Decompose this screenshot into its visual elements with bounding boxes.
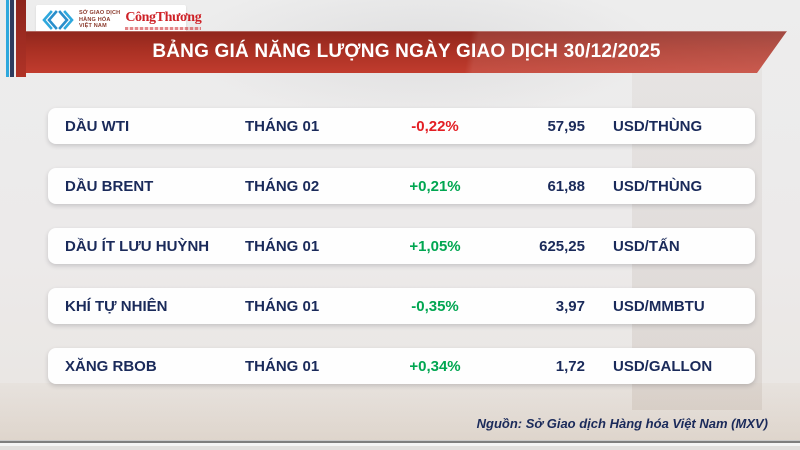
commodity-name: DẦU WTI bbox=[65, 117, 130, 135]
bottom-frame-strip bbox=[0, 446, 800, 450]
commodity-name: DẦU BRENT bbox=[65, 177, 154, 195]
price-value: 61,88 bbox=[547, 177, 585, 195]
table-row-dau-brent: DẦU BRENT THÁNG 02 +0,21% 61,88 USD/THÙN… bbox=[48, 168, 755, 204]
change-percent: -0,22% bbox=[411, 117, 459, 135]
contract-month: THÁNG 01 bbox=[245, 117, 320, 135]
mxv-logo-line: VIỆT NAM bbox=[79, 23, 107, 30]
price-table: DẦU WTI THÁNG 01 -0,22% 57,95 USD/THÙNG … bbox=[48, 108, 755, 408]
price-value: 3,97 bbox=[555, 297, 585, 315]
mxv-logo-line: HÀNG HÓA bbox=[79, 16, 111, 23]
source-attribution: Nguồn: Sở Giao dịch Hàng hóa Việt Nam (M… bbox=[476, 416, 768, 431]
price-unit: USD/THÙNG bbox=[613, 117, 703, 135]
price-unit: USD/THÙNG bbox=[613, 177, 703, 195]
change-percent: +0,21% bbox=[409, 177, 461, 195]
cong-thuong-tagline-bar bbox=[125, 27, 202, 30]
photo-watermark-bottom bbox=[0, 383, 800, 443]
table-row-xang-rbob: XĂNG RBOB THÁNG 01 +0,34% 1,72 USD/GALLO… bbox=[48, 348, 755, 384]
price-unit: USD/TẤN bbox=[613, 237, 680, 255]
commodity-name: KHÍ TỰ NHIÊN bbox=[65, 297, 168, 315]
cong-thuong-wordmark: CôngThương bbox=[125, 10, 202, 25]
contract-month: THÁNG 01 bbox=[245, 297, 320, 315]
mxv-chevron-logo-icon bbox=[42, 10, 74, 30]
commodity-name: XĂNG RBOB bbox=[65, 357, 157, 375]
table-row-dau-wti: DẦU WTI THÁNG 01 -0,22% 57,95 USD/THÙNG bbox=[48, 108, 755, 144]
change-percent: -0,35% bbox=[411, 297, 459, 315]
change-percent: +1,05% bbox=[409, 237, 461, 255]
title-banner: BẢNG GIÁ NĂNG LƯỢNG NGÀY GIAO DỊCH 30/12… bbox=[26, 31, 787, 73]
left-stripe-red bbox=[16, 0, 26, 77]
left-stripe-navy bbox=[10, 0, 14, 77]
change-percent: +0,34% bbox=[409, 357, 461, 375]
table-row-dau-it-luu-huynh: DẦU ÍT LƯU HUỲNH THÁNG 01 +1,05% 625,25 … bbox=[48, 228, 755, 264]
logo-plate: SỞ GIAO DỊCH HÀNG HÓA VIỆT NAM CôngThươn… bbox=[36, 5, 202, 35]
price-unit: USD/GALLON bbox=[613, 357, 713, 375]
page-title: BẢNG GIÁ NĂNG LƯỢNG NGÀY GIAO DỊCH 30/12… bbox=[152, 41, 661, 62]
commodity-name: DẦU ÍT LƯU HUỲNH bbox=[65, 237, 210, 255]
table-row-khi-tu-nhien: KHÍ TỰ NHIÊN THÁNG 01 -0,35% 3,97 USD/MM… bbox=[48, 288, 755, 324]
contract-month: THÁNG 02 bbox=[245, 177, 320, 195]
bottom-frame-line bbox=[0, 441, 800, 443]
price-unit: USD/MMBTU bbox=[613, 297, 705, 315]
mxv-logo-text: SỞ GIAO DỊCH HÀNG HÓA VIỆT NAM bbox=[79, 10, 120, 30]
price-value: 1,72 bbox=[555, 357, 585, 375]
cong-thuong-logo: CôngThương bbox=[125, 10, 202, 30]
left-stripe-cyan bbox=[6, 0, 9, 77]
contract-month: THÁNG 01 bbox=[245, 357, 320, 375]
mxv-logo-line: SỞ GIAO DỊCH bbox=[79, 10, 121, 17]
bottom-frame-line bbox=[0, 440, 800, 441]
price-value: 625,25 bbox=[539, 237, 585, 255]
price-value: 57,95 bbox=[547, 117, 585, 135]
contract-month: THÁNG 01 bbox=[245, 237, 320, 255]
bottom-frame-line bbox=[0, 443, 800, 446]
